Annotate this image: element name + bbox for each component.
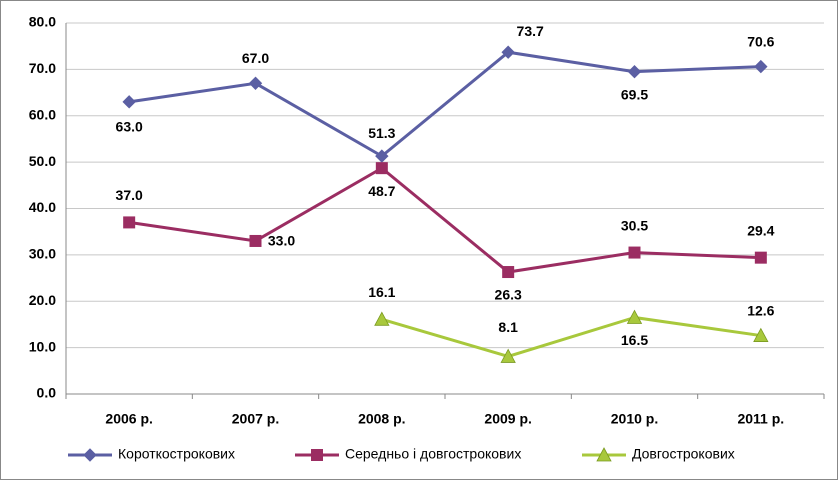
y-tick-label: 50.0: [29, 153, 56, 169]
point-marker: [502, 266, 515, 279]
data-label: 33.0: [268, 233, 295, 249]
point-marker: [249, 234, 262, 247]
series-line: [128, 166, 761, 274]
y-tick-label: 10.0: [29, 338, 56, 354]
legend-label: Середньо і довгострокових: [345, 446, 521, 462]
point-marker: [628, 246, 641, 259]
data-label: 63.0: [116, 119, 143, 135]
data-label: 70.6: [747, 33, 774, 49]
point-marker: [627, 64, 642, 79]
point-marker: [83, 448, 97, 462]
data-label: 69.5: [621, 86, 648, 102]
data-label: 51.3: [368, 125, 395, 141]
x-tick-label: 2008 р.: [358, 411, 405, 427]
point-marker: [248, 76, 263, 90]
x-tick-label: 2011 р.: [737, 411, 784, 427]
x-tick-label: 2009 р.: [484, 411, 531, 427]
point-marker: [374, 311, 390, 326]
data-label: 29.4: [747, 222, 774, 238]
y-tick-label: 60.0: [29, 106, 56, 122]
series-line: [381, 315, 762, 359]
x-tick-label: 2007 р.: [232, 411, 279, 427]
point-marker: [123, 216, 136, 229]
y-tick-label: 80.0: [29, 14, 56, 30]
y-tick-label: 0.0: [37, 385, 57, 401]
y-tick-label: 70.0: [29, 60, 56, 76]
point-marker: [754, 59, 768, 74]
x-tick-label: 2010 р.: [611, 411, 658, 427]
data-label: 73.7: [517, 23, 544, 39]
data-label: 37.0: [116, 187, 143, 203]
point-marker: [311, 449, 323, 461]
data-label: 26.3: [495, 287, 522, 303]
data-label: 12.6: [747, 302, 774, 318]
data-label: 67.0: [242, 50, 269, 66]
legend-label: Довгострокових: [632, 446, 735, 462]
y-tick-label: 30.0: [29, 246, 56, 262]
y-tick-label: 20.0: [29, 292, 56, 308]
point-marker: [122, 95, 136, 109]
data-label: 16.1: [368, 284, 395, 300]
x-tick-label: 2006 р.: [105, 411, 152, 427]
legend-label: Короткострокових: [118, 446, 235, 462]
point-marker: [753, 327, 769, 342]
data-label: 30.5: [621, 217, 648, 233]
data-label: 8.1: [498, 319, 518, 335]
point-marker: [375, 162, 388, 175]
point-marker: [501, 45, 515, 59]
point-marker: [500, 348, 516, 363]
series-line: [128, 50, 761, 158]
data-label: 16.5: [621, 332, 648, 348]
y-tick-label: 40.0: [29, 199, 56, 215]
point-marker: [626, 309, 643, 324]
point-marker: [375, 149, 389, 163]
point-marker: [754, 251, 767, 264]
data-label: 48.7: [368, 183, 395, 199]
point-marker: [596, 447, 612, 462]
